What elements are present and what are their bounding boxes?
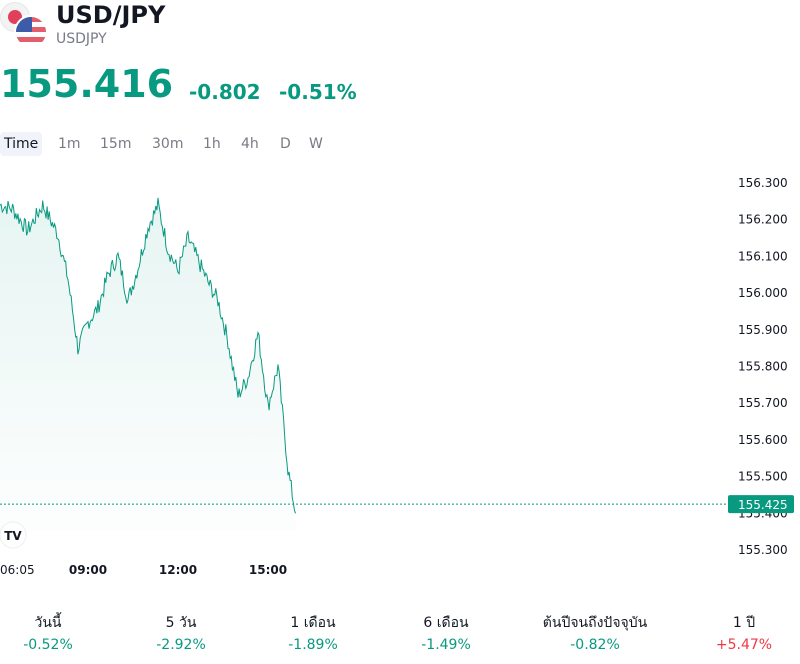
y-axis-tick-label: 155.800 <box>738 360 788 374</box>
y-axis-tick-label: 156.100 <box>738 249 788 263</box>
price-line-series <box>0 197 296 514</box>
tab-1h[interactable]: 1h <box>203 136 221 152</box>
price-change: -0.802 <box>189 80 261 104</box>
price-chart[interactable]: 156.300 156.200 156.100 156.000 155.900 155.8… <box>0 170 800 590</box>
stat-value: -1.89% <box>288 637 338 653</box>
tab-15m[interactable]: 15m <box>100 136 132 152</box>
y-axis-tick-label: 155.700 <box>738 396 788 410</box>
stat-value: -0.82% <box>570 637 620 653</box>
stat-label: 1 ปี <box>732 615 756 631</box>
stat-1-month[interactable]: 1 เดือน -1.89% <box>248 612 378 656</box>
stat-value: +5.47% <box>715 637 773 653</box>
stat-ytd[interactable]: ต้นปีจนถึงปัจจุบัน -0.82% <box>530 612 660 656</box>
y-axis-tick-label: 155.900 <box>738 323 788 337</box>
stat-value: -0.52% <box>23 637 73 653</box>
symbol-header: USD/JPY USDJPY <box>0 0 800 60</box>
y-axis-tick-label: 155.500 <box>738 470 788 484</box>
x-axis-tick-label: 06:05 <box>0 563 35 577</box>
y-axis-tick-label: 155.600 <box>738 433 788 447</box>
tab-d[interactable]: D <box>280 136 291 152</box>
current-price-label: 155.425 <box>738 498 788 512</box>
us-flag-icon <box>14 15 48 49</box>
price-area-fill <box>0 197 296 530</box>
performance-stats: วันนี้ -0.52% 5 วัน -2.92% 1 เดือน -1.89… <box>0 612 800 664</box>
svg-text:TV: TV <box>4 529 22 543</box>
x-axis-tick-label: 15:00 <box>249 563 287 577</box>
stat-label: 5 วัน <box>165 615 197 631</box>
y-axis-tick-label: 156.000 <box>738 286 788 300</box>
stat-5-days[interactable]: 5 วัน -2.92% <box>116 612 246 656</box>
y-axis-tick-label: 156.200 <box>738 213 788 227</box>
x-axis-tick-label: 09:00 <box>69 563 107 577</box>
tab-time[interactable]: Time <box>0 132 43 156</box>
stat-today[interactable]: วันนี้ -0.52% <box>0 612 113 656</box>
tradingview-logo-icon[interactable]: TV <box>0 521 27 549</box>
stat-label: ต้นปีจนถึงปัจจุบัน <box>542 615 648 631</box>
tab-w[interactable]: W <box>309 136 323 152</box>
price-chart-svg: 156.300 156.200 156.100 156.000 155.900 155.8… <box>0 176 794 577</box>
stat-6-months[interactable]: 6 เดือน -1.49% <box>381 612 511 656</box>
tab-4h[interactable]: 4h <box>241 136 259 152</box>
tab-30m[interactable]: 30m <box>152 136 184 152</box>
symbol-title: USD/JPY <box>56 1 166 29</box>
y-axis-tick-label: 156.300 <box>738 176 788 190</box>
x-axis-tick-label: 12:00 <box>159 563 197 577</box>
currency-pair-flags <box>0 2 52 52</box>
stat-label: วันนี้ <box>34 615 62 631</box>
tab-1m[interactable]: 1m <box>58 136 81 152</box>
price-change-percent: -0.51% <box>279 80 357 104</box>
y-axis-tick-label: 155.300 <box>738 543 788 557</box>
current-price-badge <box>728 495 794 514</box>
stat-value: -2.92% <box>156 637 206 653</box>
stat-1-year[interactable]: 1 ปี +5.47% <box>679 612 800 656</box>
stat-label: 6 เดือน <box>423 615 469 631</box>
ticker-subtitle: USDJPY <box>56 31 107 47</box>
stat-label: 1 เดือน <box>290 615 336 631</box>
stat-value: -1.49% <box>421 637 471 653</box>
last-price: 155.416 <box>0 62 174 106</box>
